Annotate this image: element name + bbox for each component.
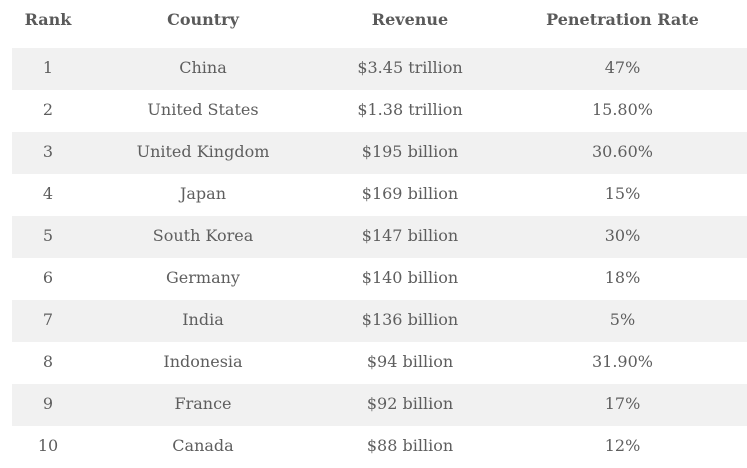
table-body: 1 China $3.45 trillion 47% 2 United Stat…: [12, 48, 747, 468]
cell-revenue: $169 billion: [322, 174, 498, 216]
table-row: 4 Japan $169 billion 15%: [12, 174, 747, 216]
cell-country: France: [84, 384, 322, 426]
cell-penetration-rate: 18%: [498, 258, 747, 300]
header-revenue: Revenue: [371, 10, 449, 29]
cell-rank: 9: [12, 384, 84, 426]
table-header: Rank Country Revenue Penetration Rate: [12, 0, 747, 48]
cell-country: Germany: [84, 258, 322, 300]
cell-revenue: $140 billion: [322, 258, 498, 300]
cell-country: China: [84, 48, 322, 90]
cell-penetration-rate: 30%: [498, 216, 747, 258]
cell-revenue: $94 billion: [322, 342, 498, 384]
cell-rank: 8: [12, 342, 84, 384]
cell-country: Indonesia: [84, 342, 322, 384]
table-row: 5 South Korea $147 billion 30%: [12, 216, 747, 258]
cell-penetration-rate: 47%: [498, 48, 747, 90]
cell-country: South Korea: [84, 216, 322, 258]
header-row: Rank Country Revenue Penetration Rate: [12, 0, 747, 48]
cell-penetration-rate: 17%: [498, 384, 747, 426]
cell-penetration-rate: 30.60%: [498, 132, 747, 174]
table-row: 8 Indonesia $94 billion 31.90%: [12, 342, 747, 384]
cell-revenue: $195 billion: [322, 132, 498, 174]
cell-country: India: [84, 300, 322, 342]
cell-country: Canada: [84, 426, 322, 468]
table-row: 7 India $136 billion 5%: [12, 300, 747, 342]
table-row: 10 Canada $88 billion 12%: [12, 426, 747, 468]
cell-country: United States: [84, 90, 322, 132]
ecommerce-revenue-table: Rank Country Revenue Penetration Rate 1 …: [12, 0, 747, 468]
cell-revenue: $88 billion: [322, 426, 498, 468]
cell-rank: 5: [12, 216, 84, 258]
cell-revenue: $1.38 trillion: [322, 90, 498, 132]
cell-country: United Kingdom: [84, 132, 322, 174]
cell-country: Japan: [84, 174, 322, 216]
table-row: 3 United Kingdom $195 billion 30.60%: [12, 132, 747, 174]
cell-penetration-rate: 12%: [498, 426, 747, 468]
cell-revenue: $92 billion: [322, 384, 498, 426]
cell-penetration-rate: 15%: [498, 174, 747, 216]
cell-penetration-rate: 15.80%: [498, 90, 747, 132]
cell-revenue: $3.45 trillion: [322, 48, 498, 90]
cell-rank: 6: [12, 258, 84, 300]
cell-penetration-rate: 31.90%: [498, 342, 747, 384]
table-row: 6 Germany $140 billion 18%: [12, 258, 747, 300]
table-row: 1 China $3.45 trillion 47%: [12, 48, 747, 90]
cell-rank: 7: [12, 300, 84, 342]
cell-rank: 3: [12, 132, 84, 174]
header-penetration-rate: Penetration Rate: [546, 10, 699, 29]
header-rank: Rank: [24, 10, 72, 29]
cell-revenue: $136 billion: [322, 300, 498, 342]
header-country: Country: [167, 10, 239, 29]
table-row: 9 France $92 billion 17%: [12, 384, 747, 426]
cell-revenue: $147 billion: [322, 216, 498, 258]
cell-rank: 1: [12, 48, 84, 90]
cell-rank: 10: [12, 426, 84, 468]
cell-rank: 4: [12, 174, 84, 216]
cell-penetration-rate: 5%: [498, 300, 747, 342]
table-row: 2 United States $1.38 trillion 15.80%: [12, 90, 747, 132]
cell-rank: 2: [12, 90, 84, 132]
